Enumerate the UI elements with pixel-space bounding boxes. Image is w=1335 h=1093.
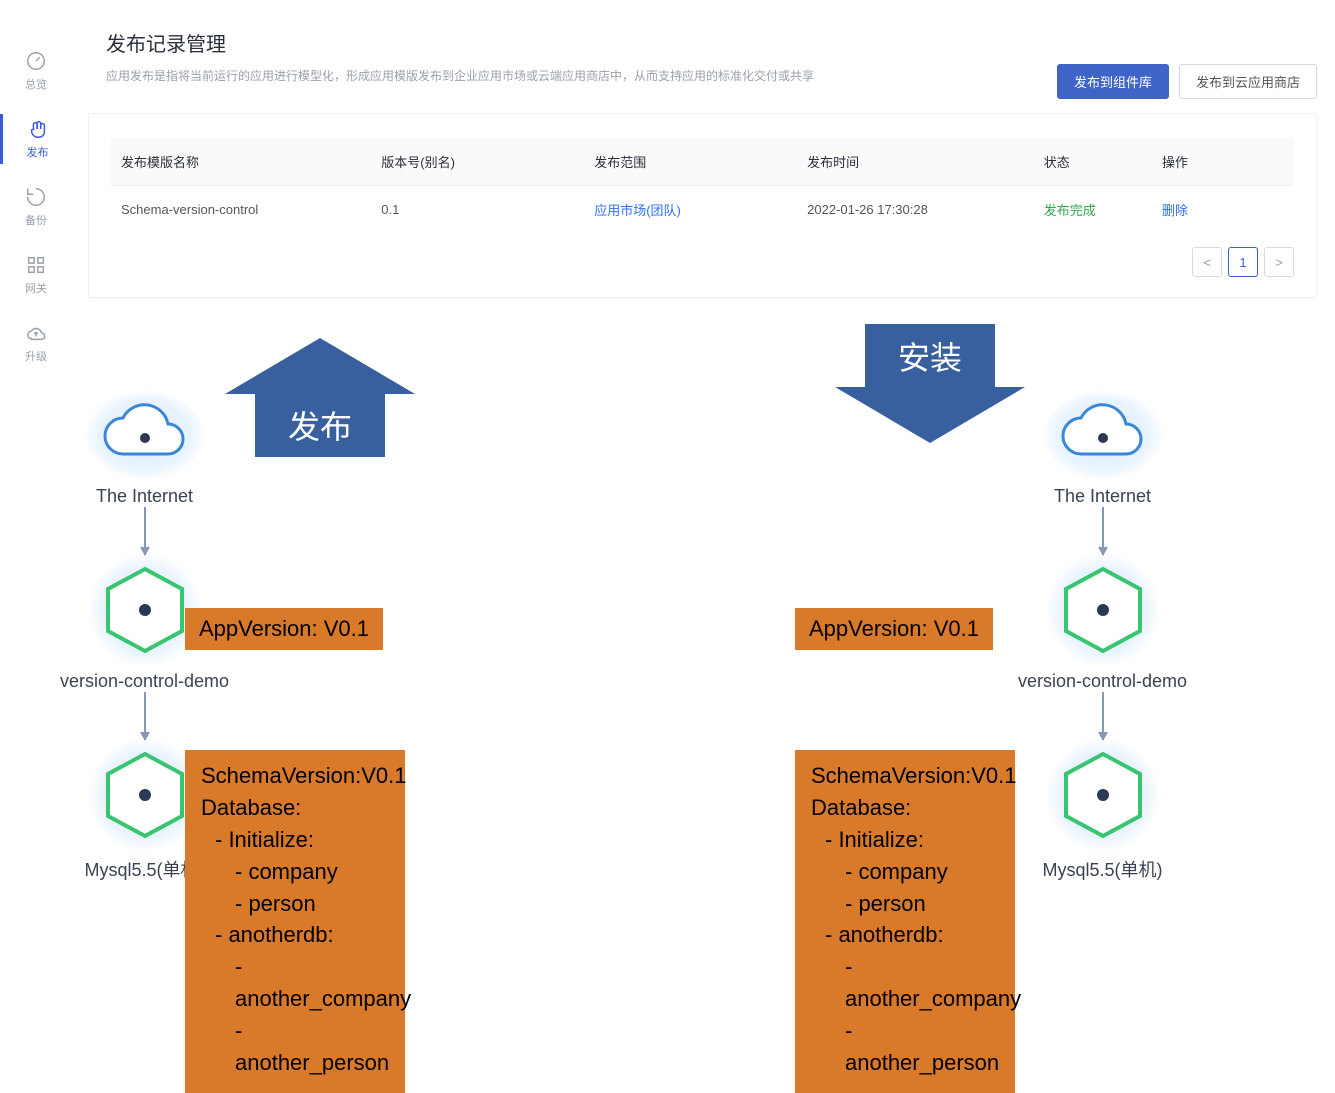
cloud-icon <box>97 402 193 468</box>
schema-line: - person <box>811 888 999 920</box>
cell-name: Schema-version-control <box>111 186 371 234</box>
gauge-icon <box>25 50 47 72</box>
publish-component-lib-button[interactable]: 发布到组件库 <box>1057 64 1169 99</box>
connector <box>144 692 146 740</box>
schema-panel-right: SchemaVersion:V0.1 Database: - Initializ… <box>795 750 1015 1093</box>
schema-panel-left: SchemaVersion:V0.1 Database: - Initializ… <box>185 750 405 1093</box>
sidebar-item-gateway[interactable]: 网关 <box>0 250 72 300</box>
cell-status: 发布完成 <box>1044 203 1096 218</box>
schema-line: - company <box>201 856 389 888</box>
pager-prev[interactable]: < <box>1192 247 1222 277</box>
page-header: 发布记录管理 应用发布是指将当前运行的应用进行模型化，形成应用模版发布到企业应用… <box>88 0 1335 107</box>
schema-line: SchemaVersion:V0.1 <box>811 760 999 792</box>
app-label: version-control-demo <box>60 671 229 692</box>
install-arrow-label: 安装 <box>865 324 995 388</box>
cell-scope-link[interactable]: 应用市场(团队) <box>594 203 681 218</box>
connector <box>1102 692 1104 740</box>
schema-line: - another_person <box>201 1015 389 1079</box>
sidebar-item-label: 备份 <box>25 212 47 228</box>
schema-line: - another_person <box>811 1015 999 1079</box>
hexagon-icon <box>1048 740 1158 850</box>
hexagon-icon <box>90 555 200 665</box>
sidebar-item-overview[interactable]: 总览 <box>0 46 72 96</box>
hexagon-icon <box>1048 555 1158 665</box>
internet-node: The Internet <box>85 390 205 507</box>
schema-line: SchemaVersion:V0.1 <box>201 760 389 792</box>
undo-icon <box>25 186 47 208</box>
table-row: Schema-version-control 0.1 应用市场(团队) 2022… <box>111 186 1294 234</box>
sidebar-item-publish[interactable]: 发布 <box>0 114 72 164</box>
main-area: 发布记录管理 应用发布是指将当前运行的应用进行模型化，形成应用模版发布到企业应用… <box>88 0 1335 316</box>
cell-time: 2022-01-26 17:30:28 <box>797 186 1034 234</box>
schema-line: - person <box>201 888 389 920</box>
schema-line: - Initialize: <box>201 824 389 856</box>
col-time: 发布时间 <box>797 138 1034 186</box>
app-label: version-control-demo <box>1018 671 1187 692</box>
col-version: 版本号(别名) <box>371 138 584 186</box>
internet-label: The Internet <box>96 486 193 507</box>
internet-label: The Internet <box>1054 486 1151 507</box>
appversion-badge-right: AppVersion: V0.1 <box>795 608 993 650</box>
cloud-icon <box>1055 402 1151 468</box>
hand-icon <box>27 118 49 140</box>
architecture-diagram: 发布 安装 The Internet <box>0 320 1335 1080</box>
schema-line: - company <box>811 856 999 888</box>
pager-next[interactable]: > <box>1264 247 1294 277</box>
schema-line: Database: <box>201 792 389 824</box>
col-action: 操作 <box>1152 138 1294 186</box>
schema-line: - Initialize: <box>811 824 999 856</box>
right-stack: The Internet version-control-demo <box>1018 390 1187 882</box>
delete-link[interactable]: 删除 <box>1162 203 1188 218</box>
schema-line: - anotherdb: <box>811 919 999 951</box>
app-node: version-control-demo <box>1018 555 1187 692</box>
pager-page-1[interactable]: 1 <box>1228 247 1258 277</box>
schema-line: - another_company <box>201 951 389 1015</box>
schema-line: - another_company <box>811 951 999 1015</box>
col-name: 发布模版名称 <box>111 138 371 186</box>
page-subtitle: 应用发布是指将当前运行的应用进行模型化，形成应用模版发布到企业应用市场或云端应用… <box>106 67 1041 84</box>
db-node: Mysql5.5(单机) <box>1043 740 1163 882</box>
cell-version: 0.1 <box>371 186 584 234</box>
publish-arrow-label: 发布 <box>255 393 385 457</box>
schema-line: Database: <box>811 792 999 824</box>
connector <box>144 507 146 555</box>
page-title: 发布记录管理 <box>106 28 1041 57</box>
sidebar-item-label: 发布 <box>27 144 49 160</box>
db-label: Mysql5.5(单机) <box>1043 856 1163 882</box>
publish-cloud-store-button[interactable]: 发布到云应用商店 <box>1179 64 1317 99</box>
col-scope: 发布范围 <box>584 138 797 186</box>
sidebar-item-label: 网关 <box>25 280 47 296</box>
records-card: 发布模版名称 版本号(别名) 发布范围 发布时间 状态 操作 Schema-ve… <box>88 113 1317 298</box>
sidebar-item-backup[interactable]: 备份 <box>0 182 72 232</box>
sidebar: 总览 发布 备份 网关 升级 <box>0 0 72 320</box>
records-table: 发布模版名称 版本号(别名) 发布范围 发布时间 状态 操作 Schema-ve… <box>111 138 1294 233</box>
connector <box>1102 507 1104 555</box>
schema-line: - anotherdb: <box>201 919 389 951</box>
appversion-badge-left: AppVersion: V0.1 <box>185 608 383 650</box>
hexagon-icon <box>90 740 200 850</box>
internet-node: The Internet <box>1043 390 1163 507</box>
sidebar-item-label: 总览 <box>25 76 47 92</box>
col-status: 状态 <box>1034 138 1152 186</box>
mesh-icon <box>25 254 47 276</box>
pagination: < 1 > <box>111 247 1294 277</box>
